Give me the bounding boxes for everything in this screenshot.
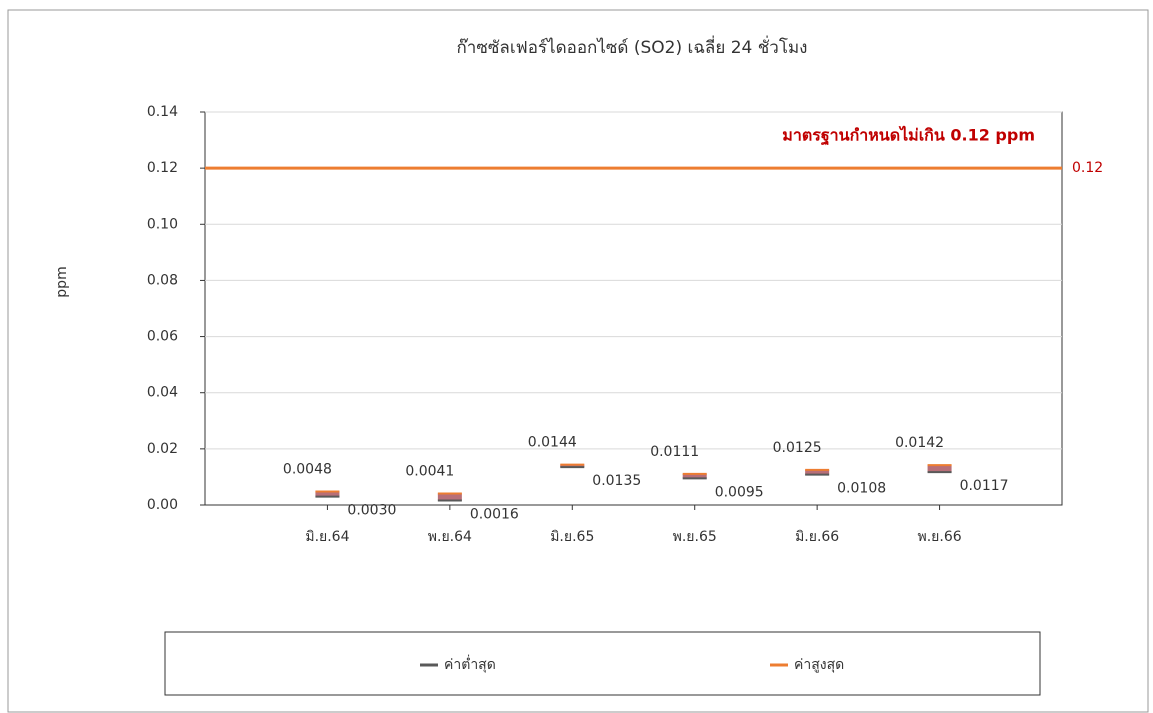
reference-value-label: 0.12 — [1072, 160, 1103, 176]
y-tick-label: 0.06 — [147, 329, 178, 345]
data-label: 0.0030 — [347, 503, 396, 519]
plot-area — [204, 111, 1063, 506]
data-label: 0.0142 — [895, 435, 944, 451]
legend-box — [164, 631, 1041, 696]
legend-label: ค่าต่ำสุด — [444, 655, 496, 673]
y-axis-title: ppm — [54, 266, 70, 297]
data-label: 0.0095 — [715, 484, 764, 500]
hilo-bar — [315, 491, 340, 497]
data-label: 0.0125 — [773, 440, 822, 456]
legend-label: ค่าสูงสุด — [794, 657, 844, 673]
chart-title: ก๊าซซัลเฟอร์ไดออกไซด์ (SO2) เฉลี่ย 24 ชั… — [457, 35, 808, 58]
y-tick-label: 0.04 — [147, 385, 178, 401]
y-tick-label: 0.12 — [147, 160, 178, 176]
data-label: 0.0144 — [528, 435, 577, 451]
y-tick-label: 0.02 — [147, 441, 178, 457]
x-tick-label: พ.ย.64 — [428, 529, 472, 545]
data-label: 0.0108 — [837, 481, 886, 497]
y-tick-label: 0.08 — [147, 272, 178, 288]
hilo-bar — [560, 464, 585, 468]
data-label: 0.0041 — [405, 463, 454, 479]
x-tick-label: มิ.ย.66 — [795, 529, 839, 545]
hilo-bar — [682, 473, 707, 479]
y-tick-label: 0.00 — [147, 497, 178, 513]
data-label: 0.0048 — [283, 462, 332, 478]
y-tick-label: 0.10 — [147, 216, 178, 232]
hilo-bar — [927, 465, 952, 473]
data-label: 0.0117 — [960, 478, 1009, 494]
x-tick-label: พ.ย.66 — [917, 529, 961, 545]
data-label: 0.0135 — [592, 473, 641, 489]
x-tick-label: มิ.ย.65 — [550, 529, 594, 545]
hilo-bar — [437, 493, 462, 501]
data-label: 0.0016 — [470, 507, 519, 523]
data-label: 0.0111 — [650, 444, 699, 460]
hilo-bar — [805, 469, 830, 475]
y-tick-label: 0.14 — [147, 104, 178, 120]
x-tick-label: มิ.ย.64 — [305, 529, 349, 545]
x-tick-label: พ.ย.65 — [673, 529, 717, 545]
reference-label: มาตรฐานกำหนดไม่เกิน 0.12 ppm — [782, 126, 1035, 146]
